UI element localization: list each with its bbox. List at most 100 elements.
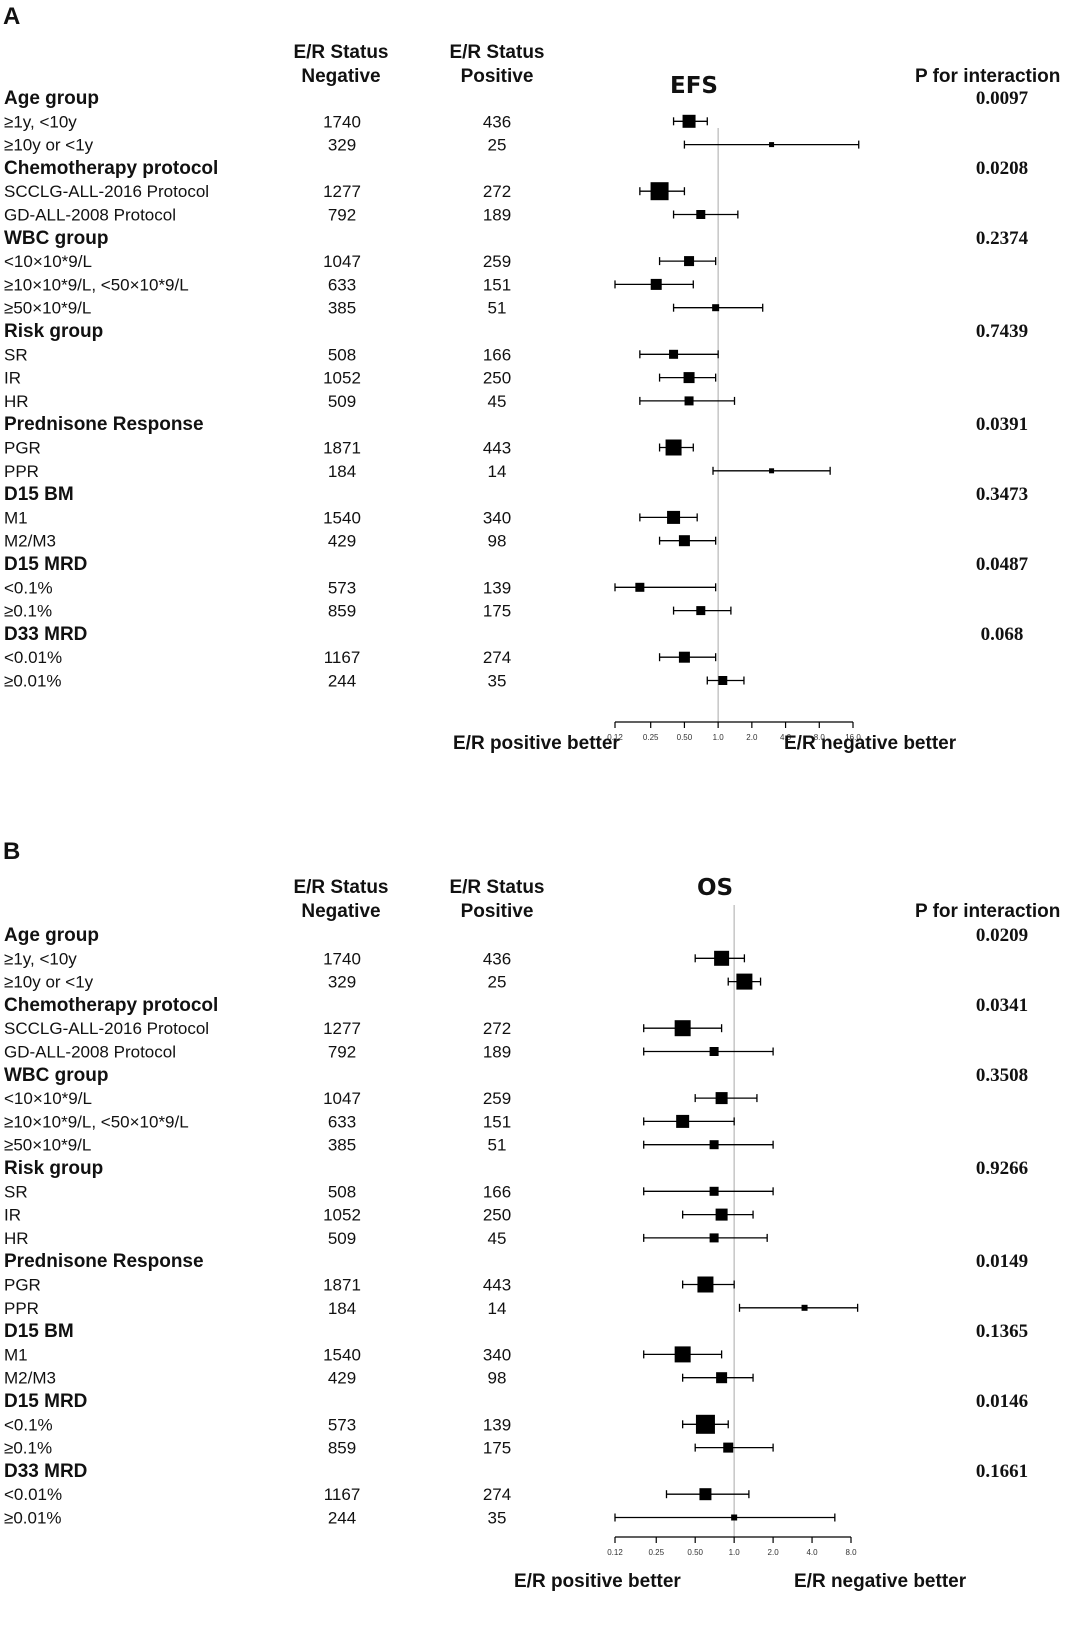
hr-point [716,1372,728,1384]
subgroup-label: <0.01% [4,1485,62,1504]
x-tick-label: 8.0 [814,733,826,742]
positive-count: 14 [488,1299,507,1318]
hr-point [665,439,682,456]
header-negative-line1: E/R Status [293,42,389,63]
positive-count: 250 [483,369,511,388]
right-better-label: E/R negative better [784,733,957,754]
p-interaction-value: 0.3473 [976,484,1028,505]
right-better-label: E/R negative better [794,1571,967,1592]
hr-point [674,1346,691,1363]
subgroup-label: IR [4,1206,21,1225]
hr-point [650,182,669,201]
subgroup-label: <10×10*9/L [4,252,92,271]
header-p-interaction: P for interaction [915,66,1061,87]
positive-count: 436 [483,949,511,968]
subgroup-heading: Age group [4,925,99,946]
negative-count: 859 [328,1439,356,1458]
positive-count: 189 [483,206,511,225]
positive-count: 443 [483,1276,511,1295]
negative-count: 385 [328,299,356,318]
subgroup-label: PGR [4,1276,41,1295]
subgroup-heading: Prednisone Response [4,414,204,435]
chart-title: EFS [670,73,718,99]
p-interaction-value: 0.0209 [976,925,1028,946]
positive-count: 35 [488,672,507,691]
left-better-label: E/R positive better [514,1571,681,1592]
x-tick-label: 0.25 [648,1548,664,1557]
positive-count: 175 [483,1439,511,1458]
subgroup-label: <10×10*9/L [4,1089,92,1108]
subgroup-label: M2/M3 [4,532,56,551]
subgroup-label: PPR [4,462,39,481]
subgroup-heading: D15 MRD [4,554,87,575]
subgroup-heading: D15 BM [4,1321,74,1342]
negative-count: 429 [328,1369,356,1388]
negative-count: 1540 [323,508,361,527]
p-interaction-value: 0.3508 [976,1065,1028,1086]
negative-count: 859 [328,602,356,621]
negative-count: 1047 [323,1089,361,1108]
subgroup-heading: WBC group [4,1065,108,1086]
subgroup-heading: D15 MRD [4,1391,87,1412]
x-tick-label: 16.0 [845,733,861,742]
x-tick-label: 2.0 [768,1548,780,1557]
positive-count: 166 [483,345,511,364]
p-interaction-value: 0.0097 [976,88,1029,109]
hr-point [715,1092,728,1105]
p-interaction-value: 0.0391 [976,414,1028,435]
negative-count: 633 [328,275,356,294]
negative-count: 1277 [323,1019,361,1038]
positive-count: 274 [483,648,511,667]
hr-point [736,973,753,990]
positive-count: 25 [488,136,507,155]
negative-count: 244 [328,1509,356,1528]
subgroup-heading: D15 BM [4,484,74,505]
p-interaction-value: 0.2374 [976,228,1029,249]
subgroup-label: HR [4,392,29,411]
subgroup-label: M1 [4,508,28,527]
positive-count: 340 [483,508,511,527]
subgroup-label: GD-ALL-2008 Protocol [4,206,176,225]
p-interaction-value: 0.0208 [976,158,1028,179]
negative-count: 1167 [324,648,361,667]
negative-count: 1047 [323,252,361,271]
hr-point [715,1208,728,1221]
positive-count: 436 [483,112,511,131]
negative-count: 385 [328,1136,356,1155]
hr-point [674,1020,691,1037]
hr-point [669,349,679,359]
subgroup-label: ≥0.1% [4,1439,52,1458]
negative-count: 508 [328,345,356,364]
header-positive-line1: E/R Status [449,877,545,898]
header-positive: E/R Status Positive [412,41,582,89]
positive-count: 175 [483,602,511,621]
positive-count: 272 [483,1019,511,1038]
hr-point [682,114,696,128]
subgroup-label: ≥0.01% [4,1509,62,1528]
positive-count: 98 [488,1369,507,1388]
subgroup-label: ≥0.1% [4,602,52,621]
hr-point [699,1488,712,1501]
hr-point [676,1114,690,1128]
header-positive-line2: Positive [460,66,534,87]
header-positive-line1: E/R Status [449,42,545,63]
hr-point [684,256,695,267]
negative-count: 429 [328,532,356,551]
x-tick-label: 2.0 [746,733,758,742]
p-interaction-value: 0.0149 [976,1251,1028,1272]
negative-count: 1277 [323,182,361,201]
header-negative-line1: E/R Status [293,877,389,898]
positive-count: 151 [483,1112,511,1131]
p-interaction-value: 0.7439 [976,321,1028,342]
x-tick-label: 0.50 [687,1548,703,1557]
hr-point [712,304,720,312]
hr-point [696,210,706,219]
subgroup-label: ≥1y, <10y [4,112,77,131]
subgroup-label: PPR [4,1299,39,1318]
hr-point [709,1047,719,1056]
hr-point [695,1414,715,1434]
positive-count: 340 [483,1345,511,1364]
forest-panel-b: B E/R Status Negative E/R Status Positiv… [0,835,1084,1632]
negative-count: 573 [328,578,356,597]
subgroup-label: SCCLG-ALL-2016 Protocol [4,182,209,201]
